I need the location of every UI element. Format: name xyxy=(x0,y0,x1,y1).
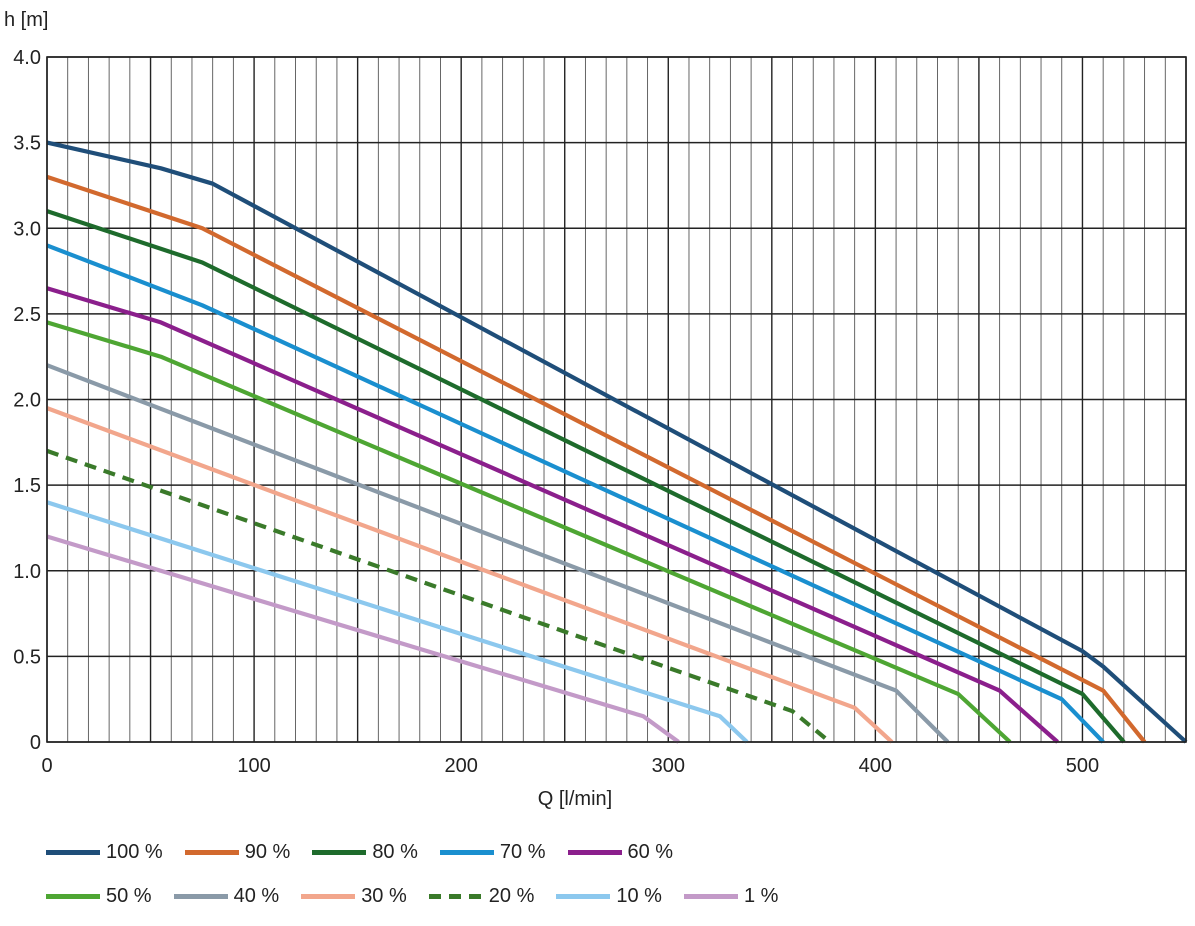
legend-label: 20 % xyxy=(488,884,535,907)
legend-swatch xyxy=(46,849,100,855)
legend-swatch xyxy=(301,893,356,899)
legend-label: 80 % xyxy=(372,840,418,863)
legend-swatch xyxy=(173,893,228,899)
legend-item: 40 % xyxy=(173,884,280,908)
series-line xyxy=(46,500,749,744)
legend-label: 30 % xyxy=(361,884,407,907)
y-tick-label: 4.0 xyxy=(13,47,41,69)
y-tick-label: 0 xyxy=(30,732,41,754)
x-axis-label: Q [l/min] xyxy=(538,788,612,810)
axis-layer: 0 100 200 300 400 500 0 0.5 1.0 1.5 2.0 2.5 3.0 3.5 4.… xyxy=(13,47,1187,777)
legend-swatch xyxy=(683,893,738,899)
legend-row: 100 % 90 % 80 % 70 % 60 % xyxy=(46,838,1146,866)
legend-label: 100 % xyxy=(106,840,163,863)
y-tick-label: 3.5 xyxy=(13,133,41,155)
series-line xyxy=(46,140,1188,744)
legend-item: 60 % xyxy=(567,840,674,864)
legend-label: 10 % xyxy=(616,884,662,907)
pump-curve-chart: 0 100 200 300 400 500 0 0.5 1.0 1.5 2.0 2.5 3.0 3.5 4.… xyxy=(4,9,1188,810)
plot-frame xyxy=(46,56,1187,743)
y-tick-label: 2.5 xyxy=(13,304,41,326)
legend-swatch xyxy=(46,893,100,899)
y-axis-label: h [m] xyxy=(4,9,48,31)
x-tick-label: 500 xyxy=(1066,755,1099,777)
legend-item: 100 % xyxy=(46,841,163,864)
series-line xyxy=(46,286,1059,744)
series-line xyxy=(46,448,832,744)
legend-swatch xyxy=(439,849,494,855)
legend-label: 60 % xyxy=(627,840,674,863)
series-line xyxy=(46,406,894,744)
legend-label: 1 % xyxy=(743,884,779,907)
y-tick-label: 1.5 xyxy=(13,475,41,497)
legend-swatch xyxy=(428,893,483,899)
x-tick-label: 300 xyxy=(652,755,685,777)
y-tick-label: 3.0 xyxy=(13,218,41,240)
legend-item: 90 % xyxy=(184,840,291,864)
chart-area: 0 100 200 300 400 500 0 0.5 1.0 1.5 2.0 2.5 3.0 3.5 4.… xyxy=(4,9,1188,810)
x-tick-label: 400 xyxy=(859,755,892,777)
series-line xyxy=(46,209,1126,744)
x-tick-label: 200 xyxy=(444,755,477,777)
series-line xyxy=(46,174,1147,744)
legend-label: 90 % xyxy=(244,840,291,863)
series-line xyxy=(46,320,1012,744)
legend-item: 10 % xyxy=(556,885,662,908)
y-tick-label: 1.0 xyxy=(13,561,41,583)
series-line xyxy=(46,243,1105,744)
y-tick-label: 2.0 xyxy=(13,390,41,412)
legend-swatch xyxy=(567,849,622,855)
legend-item: 30 % xyxy=(301,885,407,908)
legend-swatch xyxy=(312,849,367,855)
legend-item: 80 % xyxy=(312,841,418,864)
legend-swatch xyxy=(556,893,611,899)
legend-item: 50 % xyxy=(46,885,152,908)
legend-item: 70 % xyxy=(439,840,546,864)
legend-item: 1 % xyxy=(683,884,779,908)
legend-row: 50 % 40 % 30 % 20 % 10 % 1 % xyxy=(46,882,1146,910)
legend-label: 70 % xyxy=(499,840,546,863)
y-tick-label: 0.5 xyxy=(13,646,41,668)
series-line xyxy=(46,363,950,744)
x-tick-label: 100 xyxy=(237,755,270,777)
legend-label: 40 % xyxy=(233,884,280,907)
legend-item: 20 % xyxy=(428,884,535,908)
series-line xyxy=(46,534,680,744)
x-tick-label: 0 xyxy=(41,755,52,777)
series-layer xyxy=(46,140,1188,744)
legend: 100 % 90 % 80 % 70 % 60 % 50 % 40 % 30 % 20 % 10… xyxy=(46,838,1146,926)
legend-swatch xyxy=(184,849,239,855)
legend-label: 50 % xyxy=(106,884,152,907)
